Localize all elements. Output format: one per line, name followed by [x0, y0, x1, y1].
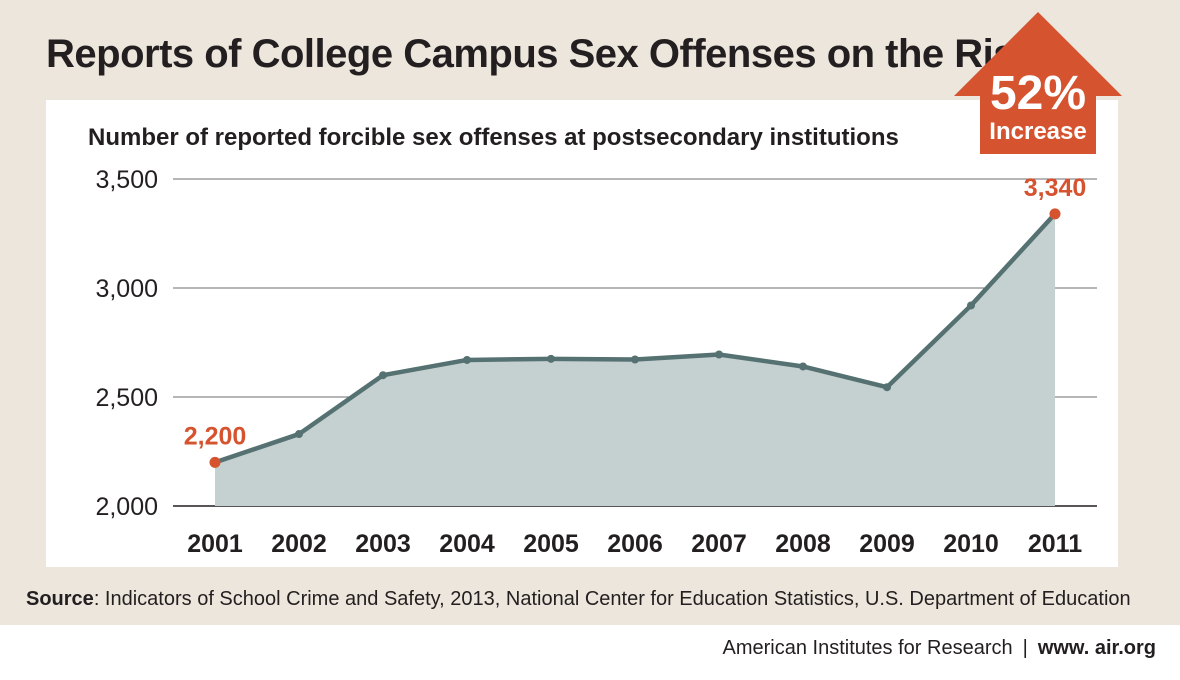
data-point: [209, 456, 221, 468]
x-tick-label: 2007: [691, 530, 747, 558]
data-point: [463, 355, 471, 364]
x-tick-label: 2001: [187, 530, 243, 558]
data-label: 2,200: [184, 422, 247, 450]
data-point: [631, 355, 639, 364]
footer-org: American Institutes for Research: [722, 637, 1013, 659]
x-tick-label: 2004: [439, 530, 495, 558]
data-point: [295, 430, 303, 439]
y-tick-label: 3,000: [95, 275, 158, 303]
increase-badge: 52% Increase: [954, 12, 1122, 154]
footer-separator: |: [1022, 637, 1028, 659]
x-tick-label: 2006: [607, 530, 663, 558]
y-tick-label: 2,500: [95, 384, 158, 412]
increase-percent: 52%: [989, 67, 1087, 120]
x-tick-label: 2008: [775, 530, 831, 558]
data-point: [799, 362, 807, 371]
increase-label: Increase: [989, 118, 1087, 145]
data-point: [547, 354, 555, 363]
chart-title: Number of reported forcible sex offenses…: [88, 124, 899, 151]
y-tick-label: 2,000: [95, 493, 158, 521]
x-tick-label: 2010: [943, 530, 999, 558]
page-title: Reports of College Campus Sex Offenses o…: [46, 32, 1037, 76]
footer-url[interactable]: www. air.org: [1037, 637, 1156, 659]
data-point: [883, 383, 891, 392]
x-tick-label: 2011: [1028, 530, 1082, 558]
data-point: [1049, 208, 1061, 220]
data-point: [715, 350, 723, 359]
source-text: : Indicators of School Crime and Safety,…: [93, 588, 1131, 610]
x-tick-label: 2003: [355, 530, 411, 558]
x-tick-label: 2002: [271, 530, 327, 558]
data-point: [967, 301, 975, 310]
up-arrow-icon: [954, 12, 1122, 154]
x-tick-label: 2005: [523, 530, 579, 558]
source-label: Source: [26, 588, 94, 610]
data-point: [379, 371, 387, 380]
x-tick-label: 2009: [859, 530, 915, 558]
footer: American Institutes for Research | www. ai…: [0, 625, 1180, 680]
data-label: 3,340: [1024, 174, 1087, 202]
y-tick-label: 3,500: [95, 166, 158, 194]
source-note: Source: Indicators of School Crime and S…: [26, 588, 1131, 611]
